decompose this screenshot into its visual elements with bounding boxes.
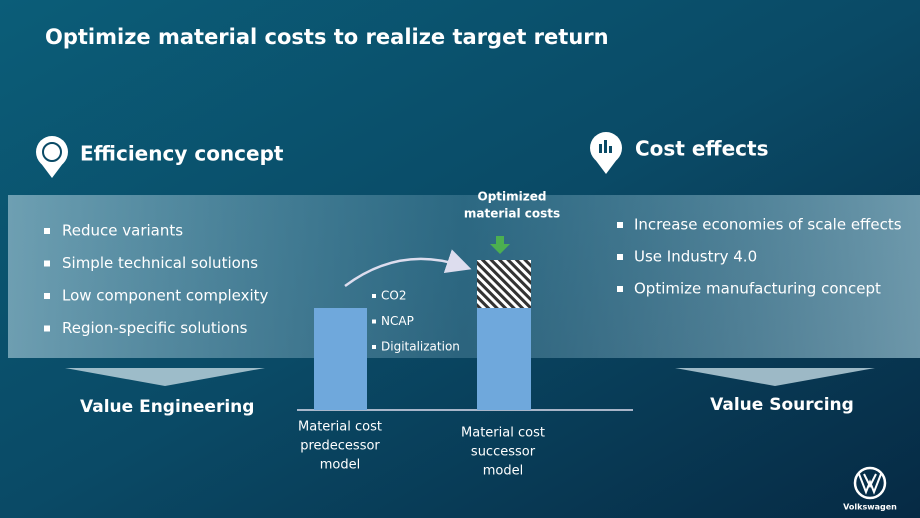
band (8, 195, 920, 358)
bar-label: model (320, 458, 360, 473)
bullet: Optimize manufacturing concept (634, 280, 881, 298)
left-footer: Value Engineering (80, 397, 254, 417)
bullet-dot (44, 228, 50, 234)
vw-logo (853, 466, 887, 500)
bar-label: Material cost (461, 426, 545, 441)
bar-label: successor (471, 445, 536, 460)
bullet-dot (372, 345, 376, 349)
predecessor-bar (314, 308, 367, 410)
bullet-dot (44, 260, 50, 267)
bullet: Use Industry 4.0 (634, 248, 757, 266)
curve-arrow (344, 249, 472, 288)
brand: Volkswagen (843, 503, 897, 512)
bar-label: predecessor (300, 439, 380, 454)
bullet: Region-specific solutions (62, 319, 248, 337)
factor: NCAP (381, 314, 414, 328)
right-footer: Value Sourcing (710, 395, 854, 415)
pin-icon (590, 132, 622, 174)
bar-label: model (483, 464, 523, 479)
down-arrow (490, 236, 510, 254)
successor-bar (477, 308, 531, 410)
bullet-dot (372, 294, 376, 298)
bullet: Increase economies of scale effects (634, 216, 902, 234)
title: Optimize material costs to realize targe… (45, 25, 609, 49)
bullet-dot (617, 254, 623, 260)
pin-icon (36, 136, 68, 178)
callout: Optimized (478, 190, 547, 204)
callout: material costs (464, 207, 560, 221)
bullet: Simple technical solutions (62, 254, 258, 272)
bar-label: Material cost (298, 420, 382, 435)
chevron (675, 368, 875, 386)
bullet-dot (372, 319, 376, 324)
factor: CO2 (381, 289, 406, 303)
bullet-dot (44, 325, 50, 332)
left-heading: Efficiency concept (80, 142, 284, 166)
right-heading: Cost effects (635, 137, 769, 161)
bullet: Reduce variants (62, 222, 183, 240)
bullet-dot (617, 286, 623, 292)
bullet-dot (617, 222, 623, 228)
bullet-dot (44, 293, 50, 299)
factor: Digitalization (381, 340, 460, 354)
savings-block (477, 260, 531, 308)
chevron (65, 368, 265, 386)
bullet: Low component complexity (62, 287, 269, 305)
